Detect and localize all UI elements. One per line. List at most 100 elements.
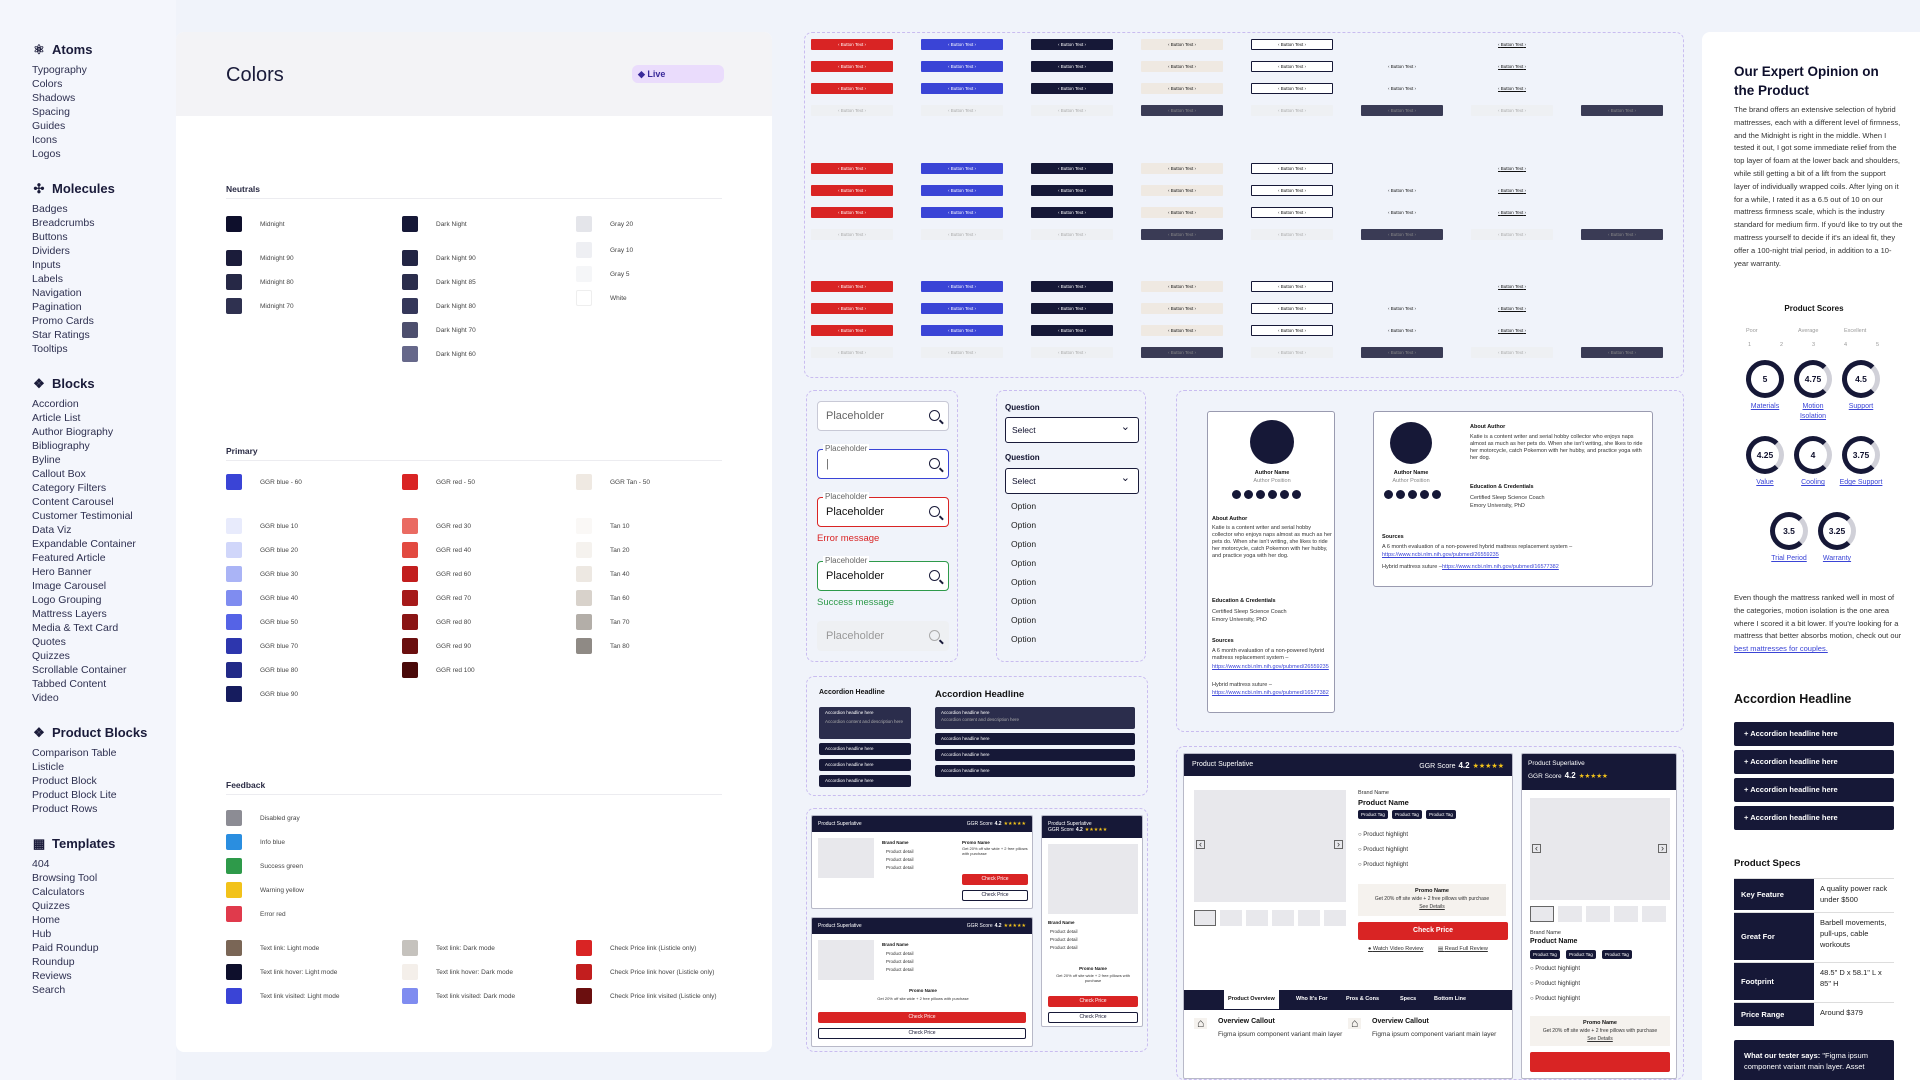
select-option[interactable]: Option bbox=[1011, 539, 1037, 549]
sidebar-item[interactable]: Featured Article bbox=[32, 552, 106, 564]
sample-button[interactable]: ‹ Button Text › bbox=[1471, 303, 1553, 314]
sidebar-item[interactable]: Author Biography bbox=[32, 426, 114, 438]
sidebar-item[interactable]: Bibliography bbox=[32, 440, 90, 452]
select-option[interactable]: Option bbox=[1011, 501, 1037, 511]
sidebar-item[interactable]: Roundup bbox=[32, 956, 75, 968]
sample-button[interactable]: ‹ Button Text › bbox=[921, 61, 1003, 72]
article-accordion-item[interactable]: + Accordion headline here bbox=[1734, 750, 1894, 774]
thumbnail[interactable] bbox=[1530, 906, 1554, 922]
sidebar-item[interactable]: Quotes bbox=[32, 636, 66, 648]
sample-button[interactable]: ‹ Button Text › bbox=[1471, 163, 1553, 174]
sample-button[interactable]: ‹ Button Text › bbox=[1031, 303, 1113, 314]
sample-button[interactable]: ‹ Button Text › bbox=[1471, 229, 1553, 240]
sample-button[interactable]: ‹ Button Text › bbox=[811, 39, 893, 50]
check-price-outline-button[interactable]: Check Price bbox=[818, 1028, 1026, 1039]
sample-button[interactable]: ‹ Button Text › bbox=[1251, 83, 1333, 94]
sample-button[interactable]: ‹ Button Text › bbox=[1031, 61, 1113, 72]
sample-button[interactable]: ‹ Button Text › bbox=[1251, 281, 1333, 292]
sidebar-item[interactable]: Tooltips bbox=[32, 343, 68, 355]
check-price-button[interactable] bbox=[1530, 1052, 1670, 1072]
accordion-item[interactable]: Accordion headline here bbox=[819, 743, 911, 755]
article-accordion-item[interactable]: + Accordion headline here bbox=[1734, 806, 1894, 830]
sample-button[interactable]: ‹ Button Text › bbox=[1581, 229, 1663, 240]
sample-button[interactable]: ‹ Button Text › bbox=[921, 185, 1003, 196]
sidebar-item[interactable]: Labels bbox=[32, 273, 63, 285]
sidebar-item[interactable]: Browsing Tool bbox=[32, 872, 98, 884]
sample-button[interactable]: ‹ Button Text › bbox=[1031, 229, 1113, 240]
search-input-disabled[interactable]: Placeholder bbox=[817, 621, 949, 651]
sidebar-item[interactable]: Breadcrumbs bbox=[32, 217, 95, 229]
sample-button[interactable]: ‹ Button Text › bbox=[1031, 281, 1113, 292]
sample-button[interactable]: ‹ Button Text › bbox=[921, 303, 1003, 314]
sidebar-item[interactable]: Byline bbox=[32, 454, 61, 466]
sidebar-item[interactable]: Paid Roundup bbox=[32, 942, 99, 954]
sample-button[interactable]: ‹ Button Text › bbox=[921, 163, 1003, 174]
accordion-item[interactable]: Accordion headline here Accordion content… bbox=[819, 707, 911, 739]
read-review-link[interactable]: ▤ Read Full Review bbox=[1438, 946, 1488, 953]
sidebar-item[interactable]: Video bbox=[32, 692, 59, 704]
sample-button[interactable]: ‹ Button Text › bbox=[1581, 347, 1663, 358]
sample-button[interactable]: ‹ Button Text › bbox=[1141, 61, 1223, 72]
linkedin-icon[interactable] bbox=[1256, 490, 1265, 499]
sidebar-item[interactable]: Dividers bbox=[32, 245, 70, 257]
sidebar-item[interactable]: Article List bbox=[32, 412, 81, 424]
check-price-outline-button[interactable]: Check Price bbox=[1048, 1012, 1138, 1023]
sample-button[interactable]: ‹ Button Text › bbox=[1031, 347, 1113, 358]
sample-button[interactable]: ‹ Button Text › bbox=[1141, 163, 1223, 174]
sample-button[interactable]: ‹ Button Text › bbox=[1251, 61, 1333, 72]
sample-button[interactable]: ‹ Button Text › bbox=[1471, 185, 1553, 196]
sample-button[interactable]: ‹ Button Text › bbox=[1471, 347, 1553, 358]
couples-link[interactable]: best mattresses for couples. bbox=[1734, 644, 1828, 654]
thumbnail[interactable] bbox=[1642, 906, 1666, 922]
sample-button[interactable]: ‹ Button Text › bbox=[811, 325, 893, 336]
sample-button[interactable]: ‹ Button Text › bbox=[1031, 83, 1113, 94]
sample-button[interactable]: ‹ Button Text › bbox=[811, 61, 893, 72]
select-option[interactable]: Option bbox=[1011, 634, 1037, 644]
sample-button[interactable]: ‹ Button Text › bbox=[1141, 39, 1223, 50]
search-input-error[interactable]: Placeholder bbox=[817, 497, 949, 527]
sidebar-item[interactable]: Product Block Lite bbox=[32, 789, 117, 801]
sample-button[interactable]: ‹ Button Text › bbox=[811, 185, 893, 196]
sample-button[interactable]: ‹ Button Text › bbox=[1361, 185, 1443, 196]
sidebar-item[interactable]: 404 bbox=[32, 858, 50, 870]
sidebar-item[interactable]: Image Carousel bbox=[32, 580, 107, 592]
thumbnail[interactable] bbox=[1220, 910, 1242, 926]
sample-button[interactable]: ‹ Button Text › bbox=[1361, 61, 1443, 72]
x-icon[interactable] bbox=[1420, 490, 1429, 499]
sample-button[interactable]: ‹ Button Text › bbox=[1361, 303, 1443, 314]
instagram-icon[interactable] bbox=[1244, 490, 1253, 499]
source-2-link[interactable]: https://www.ncbi.nlm.nih.gov/pubmed/1657… bbox=[1442, 564, 1559, 570]
sample-button[interactable]: ‹ Button Text › bbox=[1141, 281, 1223, 292]
search-input[interactable]: Placeholder bbox=[817, 401, 949, 431]
facebook-icon[interactable] bbox=[1232, 490, 1241, 499]
sample-button[interactable]: ‹ Button Text › bbox=[1141, 229, 1223, 240]
promo-link[interactable]: See Details bbox=[1587, 1036, 1613, 1042]
score-ring-label[interactable]: Warranty bbox=[1822, 555, 1852, 562]
sidebar-item[interactable]: Quizzes bbox=[32, 650, 70, 662]
sample-button[interactable]: ‹ Button Text › bbox=[1141, 105, 1223, 116]
sample-button[interactable]: ‹ Button Text › bbox=[1251, 325, 1333, 336]
select-option[interactable]: Option bbox=[1011, 596, 1037, 606]
check-price-button[interactable]: Check Price bbox=[962, 874, 1028, 885]
sample-button[interactable]: ‹ Button Text › bbox=[921, 83, 1003, 94]
sidebar-item[interactable]: Hub bbox=[32, 928, 52, 940]
carousel-next-icon[interactable]: › bbox=[1658, 844, 1667, 853]
score-ring-label[interactable]: Trial Period bbox=[1771, 555, 1807, 562]
sample-button[interactable]: ‹ Button Text › bbox=[1251, 207, 1333, 218]
search-input-success[interactable]: Placeholder bbox=[817, 561, 949, 591]
sidebar-item[interactable]: Product Rows bbox=[32, 803, 98, 815]
linkedin-icon[interactable] bbox=[1408, 490, 1417, 499]
accordion-item[interactable]: Accordion headline here Accordion content… bbox=[935, 707, 1135, 729]
sidebar-item[interactable]: Reviews bbox=[32, 970, 72, 982]
sidebar-item[interactable]: Star Ratings bbox=[32, 329, 90, 341]
sidebar-item[interactable]: Expandable Container bbox=[32, 538, 136, 550]
facebook-icon[interactable] bbox=[1384, 490, 1393, 499]
sample-button[interactable]: ‹ Button Text › bbox=[1361, 347, 1443, 358]
x-icon[interactable] bbox=[1268, 490, 1277, 499]
source-1-link[interactable]: https://www.ncbi.nlm.nih.gov/pubmed/2655… bbox=[1382, 552, 1499, 558]
score-ring-label[interactable]: Support bbox=[1848, 403, 1874, 410]
sample-button[interactable]: ‹ Button Text › bbox=[1141, 303, 1223, 314]
select-option[interactable]: Option bbox=[1011, 577, 1037, 587]
sample-button[interactable]: ‹ Button Text › bbox=[811, 281, 893, 292]
sample-button[interactable]: ‹ Button Text › bbox=[921, 229, 1003, 240]
